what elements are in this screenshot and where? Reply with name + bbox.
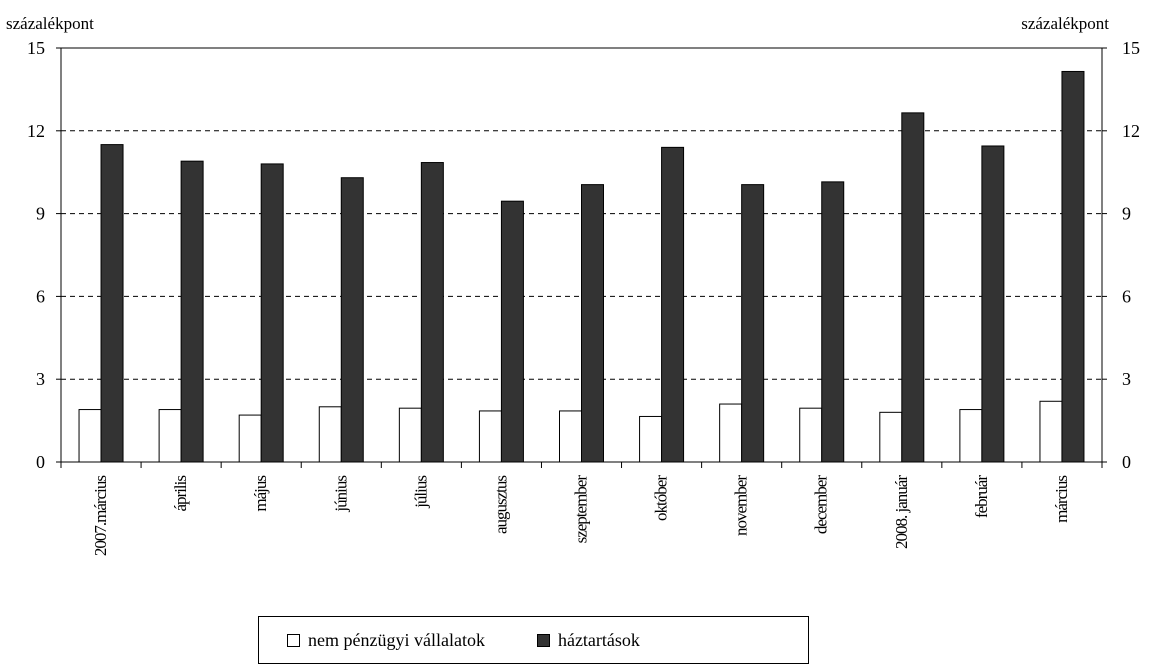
- bar-nem-penzugyi: [1039, 400, 1063, 463]
- bar-haztartasok: [260, 163, 284, 463]
- y-tick-label-left: 0: [36, 452, 45, 472]
- y-tick-label-right: 9: [1122, 204, 1131, 224]
- bar-haztartasok: [581, 184, 604, 463]
- bar-nem-penzugyi: [879, 411, 903, 463]
- x-tick-label: 2007.március: [91, 476, 110, 556]
- x-tick-label: szeptember: [572, 475, 591, 544]
- legend-swatch-white: [287, 633, 300, 647]
- legend-item-haztartasok: háztartások: [536, 629, 640, 651]
- y-tick-label-right: 0: [1122, 452, 1131, 472]
- bar-haztartasok: [500, 200, 524, 463]
- y-tick-label-right: 6: [1122, 286, 1131, 306]
- x-tick-label: 2008. január: [892, 475, 911, 549]
- bar-haztartasok: [100, 144, 124, 463]
- bar-nem-penzugyi: [639, 415, 663, 463]
- bar-nem-penzugyi: [559, 410, 582, 463]
- y-axis-unit-right: százalékpont: [1021, 14, 1109, 33]
- y-tick-label-left: 6: [36, 286, 45, 306]
- bar-nem-penzugyi: [799, 407, 823, 463]
- x-tick-label: február: [972, 475, 991, 518]
- legend: nem pénzügyi vállalatok háztartások: [258, 616, 809, 664]
- bar-nem-penzugyi: [158, 409, 182, 463]
- bar-haztartasok: [1061, 70, 1085, 463]
- y-tick-label-right: 3: [1122, 369, 1131, 389]
- bar-nem-penzugyi: [959, 409, 983, 463]
- bar-haztartasok: [901, 112, 925, 463]
- legend-label: háztartások: [557, 629, 640, 650]
- y-tick-label-left: 12: [27, 121, 45, 141]
- y-axis-unit-left: százalékpont: [6, 14, 94, 33]
- x-tick-label: október: [652, 475, 671, 521]
- bar-haztartasok: [661, 146, 685, 463]
- x-tick-label: augusztus: [491, 476, 510, 534]
- y-tick-label-left: 9: [36, 204, 45, 224]
- x-tick-label: március: [1052, 476, 1071, 523]
- legend-swatch-dark: [536, 633, 550, 647]
- x-tick-label: november: [732, 475, 751, 536]
- y-tick-label-right: 15: [1122, 38, 1140, 58]
- bar-nem-penzugyi: [78, 409, 102, 463]
- legend-label: nem pénzügyi vállalatok: [308, 629, 485, 650]
- y-tick-label-left: 3: [36, 369, 45, 389]
- x-tick-label: június: [331, 476, 350, 513]
- bar-haztartasok: [821, 181, 845, 463]
- x-tick-label: december: [812, 475, 831, 534]
- bar-haztartasok: [420, 162, 444, 463]
- bar-nem-penzugyi: [318, 406, 342, 463]
- y-tick-label-right: 12: [1122, 121, 1140, 141]
- bar-haztartasok: [340, 177, 364, 463]
- bar-nem-penzugyi: [398, 407, 422, 463]
- y-tick-label-left: 15: [27, 38, 45, 58]
- bar-haztartasok: [741, 184, 765, 463]
- legend-item-nem-penzugyi: nem pénzügyi vállalatok: [287, 630, 485, 651]
- bar-haztartasok: [981, 145, 1005, 463]
- x-tick-label: július: [411, 476, 430, 509]
- bar-nem-penzugyi: [478, 410, 502, 463]
- bar-haztartasok: [180, 160, 204, 463]
- bar-nem-penzugyi: [238, 414, 262, 463]
- bar-nem-penzugyi: [719, 403, 743, 463]
- x-tick-label: május: [251, 476, 270, 512]
- x-tick-label: április: [171, 476, 190, 512]
